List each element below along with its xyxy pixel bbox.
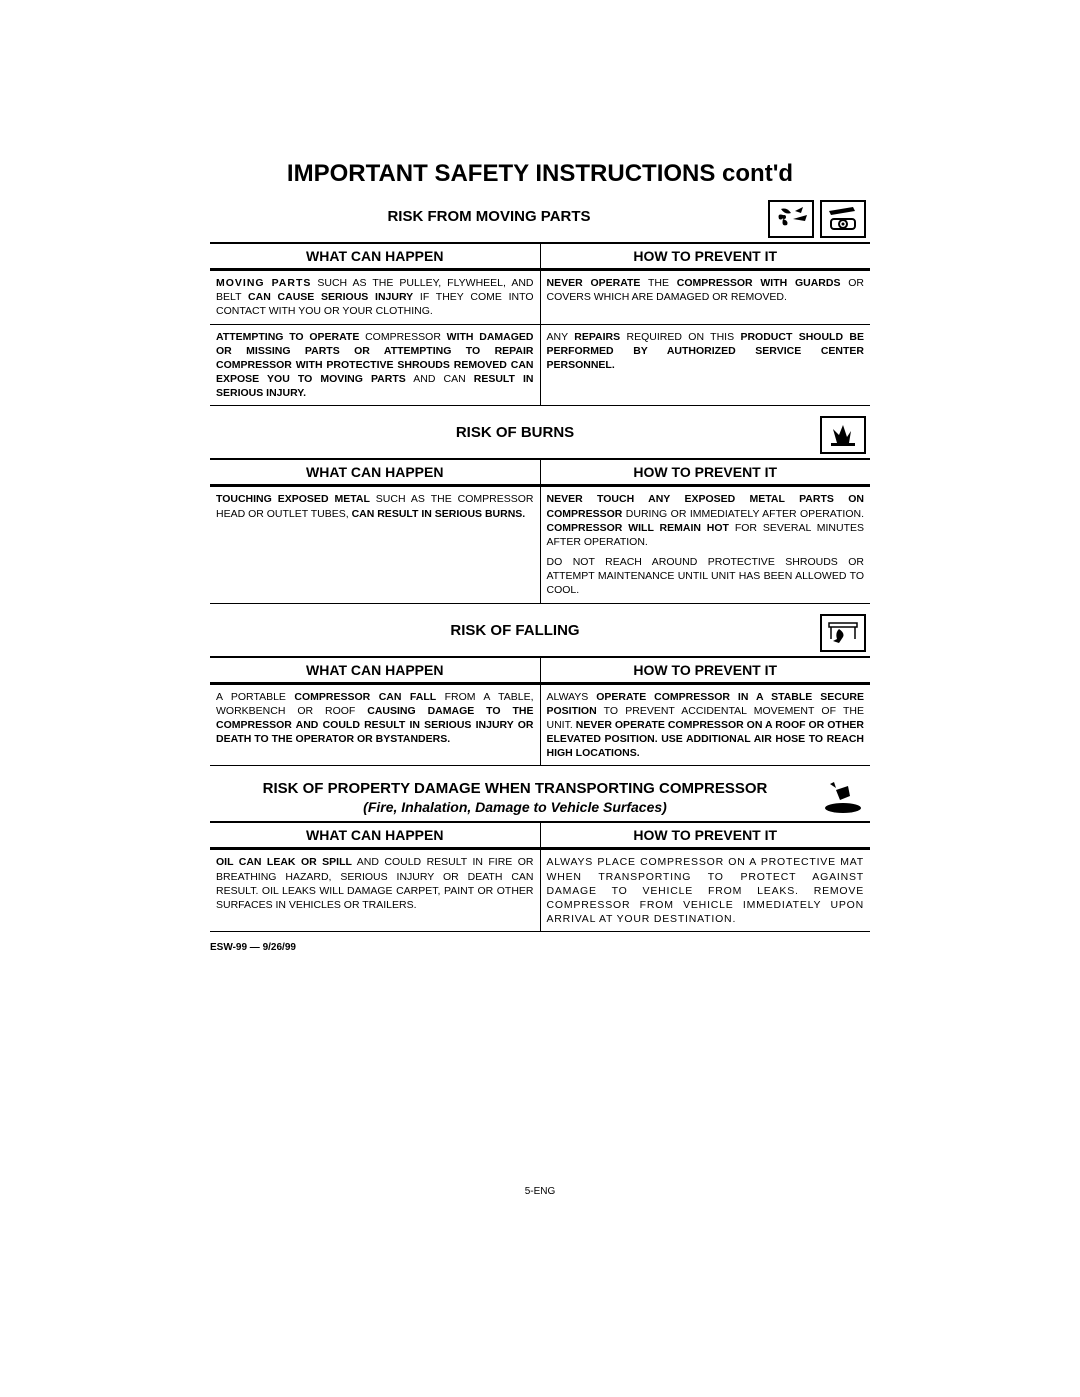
cell-right: ANY REPAIRS REQUIRED ON THIS PRODUCT SHO…	[541, 325, 871, 406]
cell-left: TOUCHING EXPOSED METAL SUCH AS THE COMPR…	[210, 487, 541, 602]
section-title: RISK OF PROPERTY DAMAGE WHEN TRANSPORTIN…	[210, 780, 820, 797]
section-icons	[820, 414, 870, 458]
column-headers: WHAT CAN HAPPEN HOW TO PREVENT IT	[210, 460, 870, 487]
col-header-right: HOW TO PREVENT IT	[541, 823, 871, 848]
column-headers: WHAT CAN HAPPEN HOW TO PREVENT IT	[210, 823, 870, 850]
cell-left: OIL CAN LEAK OR SPILL AND COULD RESULT I…	[210, 850, 541, 931]
col-header-right: HOW TO PREVENT IT	[541, 460, 871, 485]
cell-text: NEVER TOUCH ANY EXPOSED METAL PARTS ON C…	[547, 492, 865, 549]
cell-right: ALWAYS PLACE COMPRESSOR ON A PROTECTIVE …	[541, 850, 871, 931]
table-row: ATTEMPTING TO OPERATE COMPRESSOR WITH DA…	[210, 325, 870, 407]
document-page: IMPORTANT SAFETY INSTRUCTIONS cont'd RIS…	[210, 0, 870, 953]
section-header-falling: RISK OF FALLING	[210, 612, 870, 658]
spill-icon	[820, 778, 866, 816]
col-header-left: WHAT CAN HAPPEN	[210, 823, 541, 848]
section-header-property-damage: RISK OF PROPERTY DAMAGE WHEN TRANSPORTIN…	[210, 774, 870, 823]
page-number: 5-ENG	[0, 1186, 1080, 1197]
section-header-burns: RISK OF BURNS	[210, 414, 870, 460]
page-title: IMPORTANT SAFETY INSTRUCTIONS cont'd	[210, 160, 870, 188]
falling-icon	[820, 614, 866, 652]
cell-right: ALWAYS OPERATE COMPRESSOR IN A STABLE SE…	[541, 685, 871, 766]
footer-reference: ESW-99 — 9/26/99	[210, 942, 870, 953]
fan-icon	[768, 200, 814, 238]
col-header-left: WHAT CAN HAPPEN	[210, 244, 541, 269]
section-title: RISK FROM MOVING PARTS	[210, 198, 768, 231]
table-row: MOVING PARTS SUCH AS THE PULLEY, FLYWHEE…	[210, 271, 870, 325]
section-header-moving-parts: RISK FROM MOVING PARTS	[210, 198, 870, 244]
cell-text: DO NOT REACH AROUND PROTECTIVE SHROUDS O…	[547, 555, 865, 598]
compressor-icon	[820, 200, 866, 238]
col-header-left: WHAT CAN HAPPEN	[210, 658, 541, 683]
cell-left: A PORTABLE COMPRESSOR CAN FALL FROM A TA…	[210, 685, 541, 766]
col-header-left: WHAT CAN HAPPEN	[210, 460, 541, 485]
section-title-block: RISK OF PROPERTY DAMAGE WHEN TRANSPORTIN…	[210, 774, 820, 821]
section-subtitle: (Fire, Inhalation, Damage to Vehicle Sur…	[210, 799, 820, 815]
table-row: TOUCHING EXPOSED METAL SUCH AS THE COMPR…	[210, 487, 870, 603]
section-title: RISK OF FALLING	[210, 612, 820, 645]
section-icons	[820, 612, 870, 656]
cell-left: MOVING PARTS SUCH AS THE PULLEY, FLYWHEE…	[210, 271, 541, 324]
table-row: OIL CAN LEAK OR SPILL AND COULD RESULT I…	[210, 850, 870, 932]
col-header-right: HOW TO PREVENT IT	[541, 244, 871, 269]
cell-right: NEVER TOUCH ANY EXPOSED METAL PARTS ON C…	[541, 487, 871, 602]
burn-icon	[820, 416, 866, 454]
cell-right: NEVER OPERATE THE COMPRESSOR WITH GUARDS…	[541, 271, 871, 324]
table-row: A PORTABLE COMPRESSOR CAN FALL FROM A TA…	[210, 685, 870, 767]
section-icons	[768, 198, 870, 242]
col-header-right: HOW TO PREVENT IT	[541, 658, 871, 683]
column-headers: WHAT CAN HAPPEN HOW TO PREVENT IT	[210, 658, 870, 685]
section-icons	[820, 776, 870, 820]
cell-left: ATTEMPTING TO OPERATE COMPRESSOR WITH DA…	[210, 325, 541, 406]
column-headers: WHAT CAN HAPPEN HOW TO PREVENT IT	[210, 244, 870, 271]
section-title: RISK OF BURNS	[210, 414, 820, 447]
